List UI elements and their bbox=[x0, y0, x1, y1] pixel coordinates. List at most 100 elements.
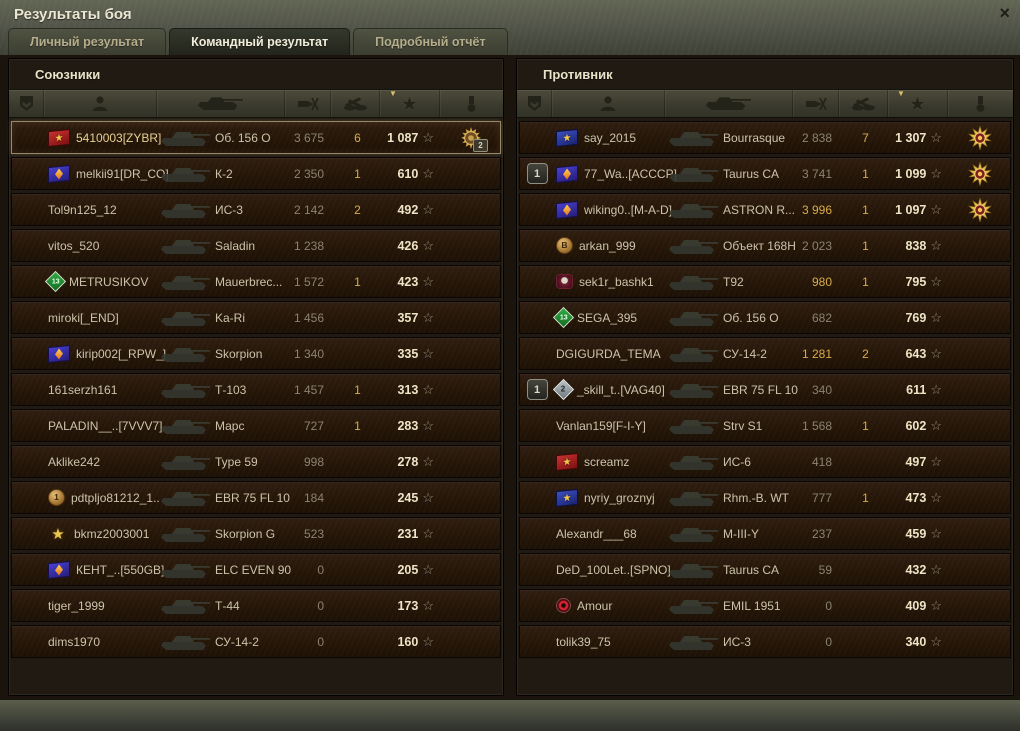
tank-silhouette-icon bbox=[161, 491, 210, 506]
frags-icon[interactable] bbox=[330, 90, 379, 117]
tank-name: Т92 bbox=[723, 274, 744, 289]
clan-emblem-icon bbox=[556, 164, 578, 183]
tank-icon[interactable] bbox=[156, 90, 284, 117]
xp-star-icon: ☆ bbox=[422, 418, 434, 433]
tank-name: Ka-Ri bbox=[215, 310, 246, 325]
allies-rows: 5410003[ZYBR] Об. 156 О 3 675 6 1 087 ☆ … bbox=[9, 118, 503, 658]
tank-silhouette-icon bbox=[161, 203, 210, 218]
xp-value: 795 bbox=[905, 274, 927, 289]
medal-icon[interactable] bbox=[947, 90, 1013, 117]
platoon-badge: 1 bbox=[526, 163, 548, 184]
squad-icon[interactable] bbox=[517, 90, 551, 117]
damage-value: 184 bbox=[303, 490, 324, 505]
player-row[interactable]: 13 SEGA_395 Об. 156 О 682 769 ☆ bbox=[519, 301, 1011, 334]
squad-icon[interactable] bbox=[9, 90, 43, 117]
tank-silhouette-icon bbox=[161, 131, 210, 146]
xp-star-icon: ☆ bbox=[930, 526, 942, 541]
tank-silhouette-icon bbox=[669, 635, 718, 650]
player-row[interactable]: PALADIN__..[7VVV7] Марс 727 1 283 ☆ bbox=[11, 409, 501, 442]
player-row[interactable]: 1 pdtpljo81212_1.. EBR 75 FL 10 184 245 … bbox=[11, 481, 501, 514]
player-name: DeD_100Let..[SPNO] bbox=[556, 562, 671, 577]
player-row[interactable]: sek1r_bashk1 Т92 980 1 795 ☆ bbox=[519, 265, 1011, 298]
player-name: Aklike242 bbox=[48, 454, 101, 469]
xp-star-icon[interactable]: ★ ▼ bbox=[887, 90, 947, 117]
tank-name: СУ-14-2 bbox=[723, 346, 767, 361]
xp-star-icon: ☆ bbox=[422, 130, 434, 145]
tab-2[interactable]: Подробный отчёт bbox=[353, 28, 508, 55]
damage-value: 3 996 bbox=[801, 202, 832, 217]
player-icon[interactable] bbox=[43, 90, 156, 117]
player-row[interactable]: tiger_1999 Т-44 0 173 ☆ bbox=[11, 589, 501, 622]
tank-name: Saladin bbox=[215, 238, 256, 253]
medal-count-badge: 2 bbox=[473, 138, 488, 152]
player-row[interactable]: Vanlan159[F-I-Y] Strv S1 1 568 1 602 ☆ bbox=[519, 409, 1011, 442]
player-row[interactable]: miroki[_END] Ka-Ri 1 456 357 ☆ bbox=[11, 301, 501, 334]
close-icon[interactable]: × bbox=[999, 3, 1010, 23]
damage-value: 3 741 bbox=[801, 166, 832, 181]
frags-value: 7 bbox=[862, 130, 869, 145]
damage-value: 1 340 bbox=[293, 346, 324, 361]
damage-value: 0 bbox=[317, 634, 324, 649]
player-row[interactable]: B arkan_999 Объект 168Н 2 023 1 838 ☆ bbox=[519, 229, 1011, 262]
player-row[interactable]: Tol9n125_12 ИС-3 2 142 2 492 ☆ bbox=[11, 193, 501, 226]
player-row[interactable]: Amour EMIL 1951 0 409 ☆ bbox=[519, 589, 1011, 622]
player-name: 5410003[ZYBR] bbox=[76, 130, 162, 145]
tank-silhouette-icon bbox=[161, 419, 210, 434]
player-row[interactable]: 1 2 _skill_t..[VAG40] EBR 75 FL 10 340 6… bbox=[519, 373, 1011, 406]
player-row[interactable]: DeD_100Let..[SPNO] Taurus CA 59 432 ☆ bbox=[519, 553, 1011, 586]
tank-icon[interactable] bbox=[664, 90, 792, 117]
player-name: DGIGURDA_TEMA bbox=[556, 346, 661, 361]
player-name: nyriy_groznyj bbox=[584, 490, 655, 505]
player-row[interactable]: vitos_520 Saladin 1 238 426 ☆ bbox=[11, 229, 501, 262]
tank-silhouette-icon bbox=[669, 203, 718, 218]
tab-1[interactable]: Командный результат bbox=[169, 28, 351, 55]
player-name: melkii91[DR_CO] bbox=[76, 166, 169, 181]
xp-star-icon: ☆ bbox=[422, 634, 434, 649]
tank-silhouette-icon bbox=[669, 563, 718, 578]
tank-name: Rhm.-B. WT bbox=[723, 490, 789, 505]
medal-icon[interactable] bbox=[439, 90, 503, 117]
xp-star-icon: ☆ bbox=[930, 310, 942, 325]
player-row[interactable]: КЕНТ_..[550GB] ELC EVEN 90 0 205 ☆ bbox=[11, 553, 501, 586]
player-row[interactable]: kirip002[_RPW_] Skorpion 1 340 335 ☆ bbox=[11, 337, 501, 370]
damage-icon[interactable] bbox=[792, 90, 838, 117]
clan-emblem-icon bbox=[48, 560, 70, 579]
damage-value: 0 bbox=[317, 598, 324, 613]
xp-value: 173 bbox=[397, 598, 419, 613]
tab-0[interactable]: Личный результат bbox=[8, 28, 167, 55]
player-icon[interactable] bbox=[551, 90, 664, 117]
medal-icon bbox=[968, 161, 992, 186]
player-row[interactable]: melkii91[DR_CO] К-2 2 350 1 610 ☆ bbox=[11, 157, 501, 190]
xp-star-icon: ☆ bbox=[422, 562, 434, 577]
tank-name: ELC EVEN 90 bbox=[215, 562, 292, 577]
medal-icon: 2 bbox=[459, 126, 488, 152]
window-titlebar: Результаты боя × Личный результат Командн… bbox=[0, 0, 1020, 56]
player-row[interactable]: nyriy_groznyj Rhm.-B. WT 777 1 473 ☆ bbox=[519, 481, 1011, 514]
player-row[interactable]: 161serzh161 Т-103 1 457 1 313 ☆ bbox=[11, 373, 501, 406]
frags-value: 1 bbox=[354, 166, 361, 181]
frags-icon[interactable] bbox=[838, 90, 887, 117]
player-row[interactable]: tolik39_75 ИС-3 0 340 ☆ bbox=[519, 625, 1011, 658]
damage-icon[interactable] bbox=[284, 90, 330, 117]
xp-star-icon: ☆ bbox=[930, 166, 942, 181]
player-row[interactable]: Alexandr___68 M-III-Y 237 459 ☆ bbox=[519, 517, 1011, 550]
player-row[interactable]: wiking0..[M-A-D] ASTRON R... 3 996 1 1 0… bbox=[519, 193, 1011, 226]
player-row[interactable]: say_2015 Bourrasque 2 838 7 1 307 ☆ bbox=[519, 121, 1011, 154]
xp-value: 838 bbox=[905, 238, 927, 253]
player-row[interactable]: 1 77_Wa..[ACCCP] Taurus CA 3 741 1 1 099… bbox=[519, 157, 1011, 190]
tank-silhouette-icon bbox=[161, 455, 210, 470]
player-row[interactable]: Aklike242 Type 59 998 278 ☆ bbox=[11, 445, 501, 478]
tank-silhouette-icon bbox=[669, 275, 718, 290]
xp-star-icon[interactable]: ★ ▼ bbox=[379, 90, 439, 117]
player-row[interactable]: DGIGURDA_TEMA СУ-14-2 1 281 2 643 ☆ bbox=[519, 337, 1011, 370]
player-row[interactable]: 5410003[ZYBR] Об. 156 О 3 675 6 1 087 ☆ … bbox=[11, 121, 501, 154]
xp-value: 602 bbox=[905, 418, 927, 433]
player-row[interactable]: screamz ИС-6 418 497 ☆ bbox=[519, 445, 1011, 478]
player-row[interactable]: 13 METRUSIKOV Mauerbrec... 1 572 1 423 ☆ bbox=[11, 265, 501, 298]
tank-name: ИС-6 bbox=[723, 454, 751, 469]
damage-value: 727 bbox=[303, 418, 324, 433]
player-row[interactable]: dims1970 СУ-14-2 0 160 ☆ bbox=[11, 625, 501, 658]
player-row[interactable]: bkmz2003001 Skorpion G 523 231 ☆ bbox=[11, 517, 501, 550]
xp-value: 335 bbox=[397, 346, 419, 361]
damage-value: 2 838 bbox=[801, 130, 832, 145]
